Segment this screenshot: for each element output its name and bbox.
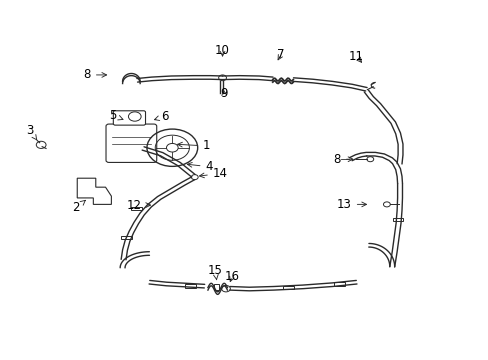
Text: 2: 2	[72, 200, 85, 215]
Text: 8: 8	[83, 68, 106, 81]
Bar	[131, 207, 142, 211]
Text: 6: 6	[154, 110, 169, 123]
Circle shape	[383, 202, 389, 207]
Text: 1: 1	[177, 139, 210, 152]
Circle shape	[221, 285, 230, 292]
Text: 3: 3	[26, 124, 37, 140]
Bar	[121, 235, 132, 239]
Bar	[333, 282, 344, 286]
Circle shape	[191, 175, 198, 180]
Circle shape	[366, 157, 373, 162]
Bar	[392, 218, 403, 221]
Bar	[185, 284, 196, 288]
Text: 16: 16	[224, 270, 239, 283]
FancyBboxPatch shape	[113, 111, 145, 125]
Text: 5: 5	[109, 109, 122, 122]
Text: 11: 11	[348, 50, 364, 63]
Text: 10: 10	[215, 44, 229, 57]
FancyBboxPatch shape	[106, 124, 157, 162]
Text: 4: 4	[187, 160, 213, 173]
Text: 14: 14	[199, 167, 227, 180]
Text: 13: 13	[336, 198, 366, 211]
Text: 12: 12	[127, 199, 150, 212]
Bar	[213, 284, 218, 291]
Bar	[283, 286, 293, 289]
Text: 15: 15	[207, 264, 222, 280]
Text: 9: 9	[220, 87, 227, 100]
Text: 8: 8	[333, 153, 352, 166]
Text: 7: 7	[277, 48, 284, 61]
Circle shape	[218, 75, 226, 81]
